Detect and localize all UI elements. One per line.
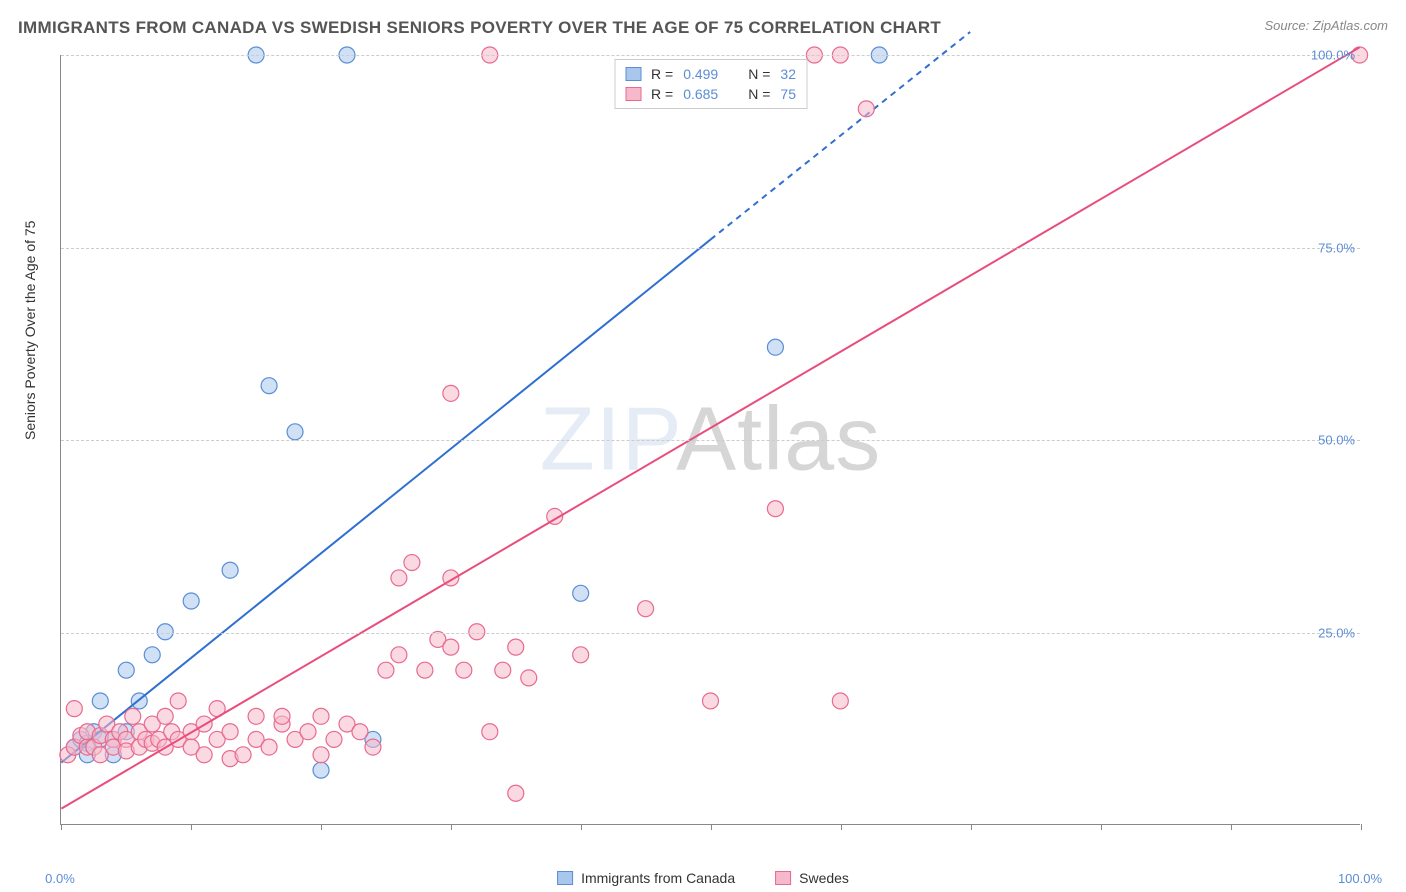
data-point [456,662,472,678]
legend-n-label: N = [748,66,770,82]
data-point [157,708,173,724]
data-point [326,731,342,747]
y-tick-label: 75.0% [1300,240,1355,255]
legend-item: Immigrants from Canada [557,870,735,886]
data-point [443,385,459,401]
x-tick [971,824,972,830]
data-point [261,378,277,394]
data-point [196,747,212,763]
legend-row: R = 0.685 N = 75 [625,84,796,104]
x-tick [1361,824,1362,830]
x-tick [1101,824,1102,830]
data-point [92,693,108,709]
legend-item: Swedes [775,870,849,886]
data-point [222,562,238,578]
data-point [482,724,498,740]
legend-swatch [625,67,641,81]
data-point [573,585,589,601]
data-point [313,708,329,724]
data-point [144,647,160,663]
legend-n-value: 32 [780,66,796,82]
legend-n-label: N = [748,86,770,102]
data-point [703,693,719,709]
grid-line [61,248,1360,249]
data-point [365,739,381,755]
correlation-legend: R = 0.499 N = 32 R = 0.685 N = 75 [614,59,807,109]
series-legend: Immigrants from Canada Swedes [557,870,849,886]
grid-line [61,55,1360,56]
data-point [313,747,329,763]
data-point [352,724,368,740]
data-point [248,708,264,724]
data-point [300,724,316,740]
data-point [521,670,537,686]
data-point [261,739,277,755]
source-label: Source: ZipAtlas.com [1264,18,1388,33]
data-point [638,601,654,617]
legend-r-label: R = [651,86,673,102]
data-point [287,424,303,440]
data-point [508,785,524,801]
data-point [274,708,290,724]
legend-row: R = 0.499 N = 32 [625,64,796,84]
legend-r-value: 0.685 [683,86,718,102]
x-tick [451,824,452,830]
x-axis-max-label: 100.0% [1338,871,1382,886]
grid-line [61,440,1360,441]
plot-area: ZIPAtlas R = 0.499N = 32R = 0.685N = 75 [60,55,1360,825]
x-axis-min-label: 0.0% [45,871,75,886]
legend-r-label: R = [651,66,673,82]
data-point [495,662,511,678]
data-point [378,662,394,678]
legend-swatch [625,87,641,101]
x-tick [191,824,192,830]
data-point [391,570,407,586]
data-point [313,762,329,778]
legend-series-name: Swedes [799,870,849,886]
data-point [391,647,407,663]
data-point [858,101,874,117]
legend-swatch [775,871,791,885]
y-tick-label: 100.0% [1300,48,1355,63]
data-point [170,693,186,709]
x-tick [321,824,322,830]
data-point [235,747,251,763]
y-tick-label: 25.0% [1300,625,1355,640]
trend-line [61,240,710,763]
x-tick [61,824,62,830]
data-point [573,647,589,663]
data-point [222,724,238,740]
legend-series-name: Immigrants from Canada [581,870,735,886]
grid-line [61,633,1360,634]
x-tick [1231,824,1232,830]
data-point [125,708,141,724]
legend-n-value: 75 [780,86,796,102]
data-point [832,693,848,709]
data-point [767,339,783,355]
legend-swatch [557,871,573,885]
data-point [508,639,524,655]
x-tick [841,824,842,830]
y-tick-label: 50.0% [1300,433,1355,448]
data-point [183,593,199,609]
data-point [443,639,459,655]
chart-title: IMMIGRANTS FROM CANADA VS SWEDISH SENIOR… [18,18,941,37]
x-tick [581,824,582,830]
legend-r-value: 0.499 [683,66,718,82]
data-point [417,662,433,678]
x-tick [711,824,712,830]
y-axis-label: Seniors Poverty Over the Age of 75 [22,221,38,440]
data-point [118,662,134,678]
title-bar: IMMIGRANTS FROM CANADA VS SWEDISH SENIOR… [18,18,1388,42]
data-point [767,501,783,517]
data-point [404,555,420,571]
data-point [66,701,82,717]
